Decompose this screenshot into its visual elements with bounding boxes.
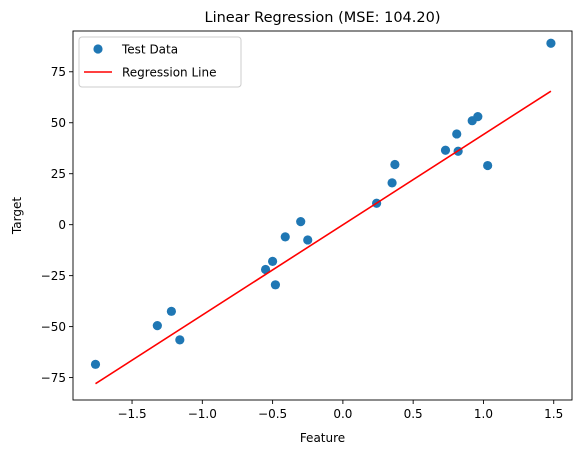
data-point xyxy=(166,306,176,316)
y-axis-label: Target xyxy=(10,197,24,235)
series-layer xyxy=(90,38,556,385)
y-tick-label: 0 xyxy=(58,218,66,232)
data-point xyxy=(452,129,462,139)
x-tick-label: 0.5 xyxy=(404,407,423,421)
y-tick-label: 75 xyxy=(51,65,66,79)
legend-label-test-data: Test Data xyxy=(121,43,178,57)
data-point xyxy=(546,38,556,48)
data-point xyxy=(270,280,281,290)
data-point xyxy=(152,320,162,331)
axes-frame xyxy=(72,30,573,401)
legend-box xyxy=(78,36,242,88)
data-point xyxy=(483,160,493,171)
data-point xyxy=(440,145,451,155)
legend-marker-test-data xyxy=(93,44,103,54)
plot-area xyxy=(73,31,572,400)
x-tick-label: 1.0 xyxy=(474,407,493,421)
x-tick-label: −0.5 xyxy=(258,407,287,421)
data-point xyxy=(387,178,397,188)
axes-layer: −1.5 −1.0 −0.5 0.0 0.5 1.0 1.5 −75 −50 −25 0 25 50 75 xyxy=(41,30,573,421)
x-tick-label: −1.0 xyxy=(188,407,217,421)
data-point xyxy=(268,256,278,266)
chart-title: Linear Regression (MSE: 104.20) xyxy=(204,10,440,26)
y-tick-label: 50 xyxy=(51,116,66,130)
data-point xyxy=(90,359,101,369)
plot-background xyxy=(73,31,572,400)
y-tick-label: 25 xyxy=(51,167,66,181)
y-tick-label: −75 xyxy=(41,371,66,385)
legend: Test Data Regression Line xyxy=(78,36,242,88)
x-tick-label: −1.5 xyxy=(117,407,146,421)
legend-label-regression-line: Regression Line xyxy=(122,66,216,80)
data-point xyxy=(303,235,313,245)
data-point xyxy=(296,217,306,227)
y-tick-label: −50 xyxy=(41,320,66,334)
data-point xyxy=(473,112,483,122)
x-tick-label: 1.5 xyxy=(544,407,563,421)
data-point xyxy=(280,232,290,242)
data-point xyxy=(390,159,400,170)
y-tick-label: −25 xyxy=(41,269,66,283)
regression-line xyxy=(95,90,552,385)
x-axis-label: Feature xyxy=(300,431,345,445)
data-point xyxy=(260,264,271,275)
x-tick-label: 0.0 xyxy=(333,407,352,421)
data-point xyxy=(175,335,185,345)
